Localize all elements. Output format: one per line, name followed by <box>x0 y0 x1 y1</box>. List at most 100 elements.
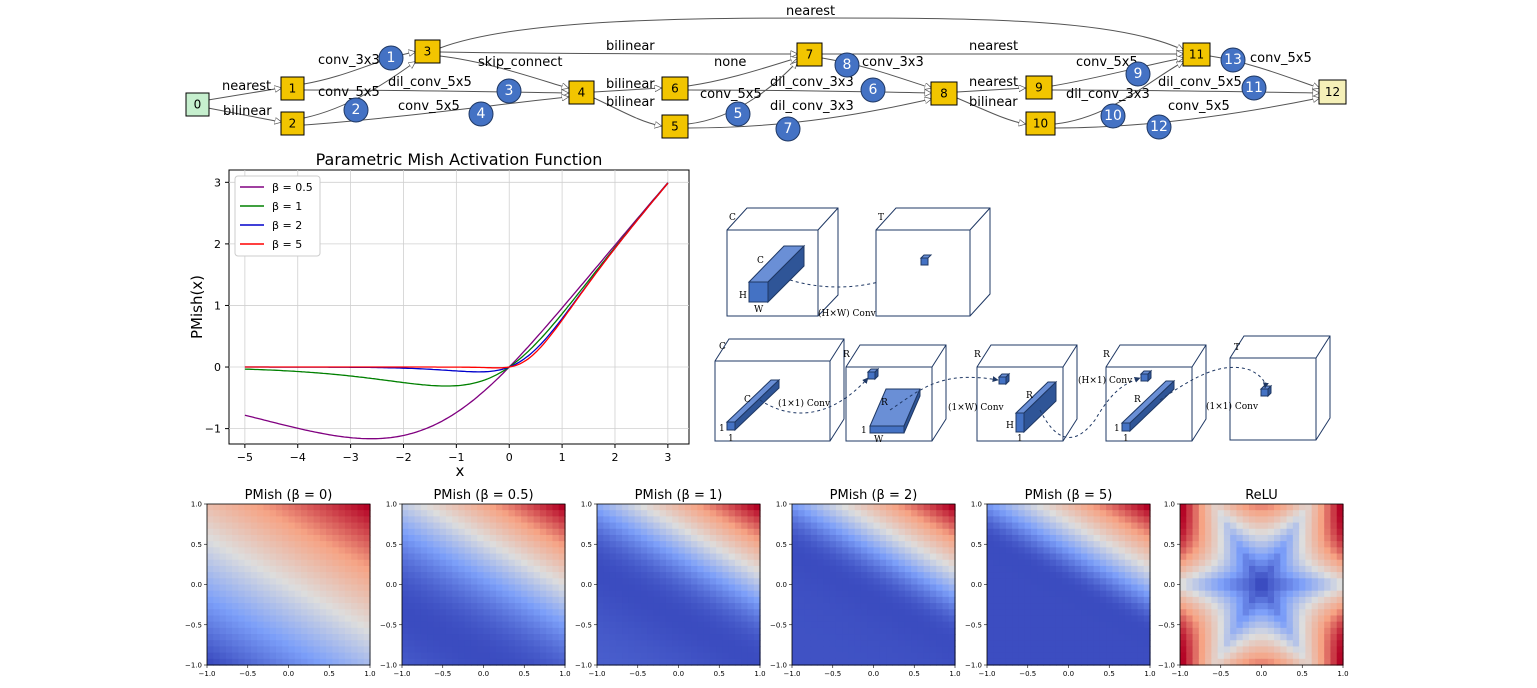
heatmap-cell <box>527 510 535 517</box>
heatmap-cell <box>1255 615 1263 623</box>
heatmap-cell <box>250 534 258 542</box>
heatmap-cell <box>835 627 843 635</box>
heatmap-cell <box>609 596 617 604</box>
heatmap-cell <box>886 504 893 511</box>
x-tick-label: 1.0 <box>754 670 765 678</box>
heatmap-cell <box>433 646 441 654</box>
heatmap-cell <box>653 547 661 555</box>
heatmap-cell <box>647 621 655 629</box>
heatmap-cell <box>1236 652 1244 660</box>
heatmap-cell <box>948 565 956 573</box>
heatmap-cell <box>307 547 315 555</box>
heatmap-cell <box>665 547 673 555</box>
heatmap-cell <box>999 516 1007 524</box>
heatmap-cell <box>1336 590 1344 598</box>
heatmap-cell <box>741 603 749 610</box>
heatmap-cell <box>942 547 950 555</box>
heatmap-cell <box>948 516 956 524</box>
heatmap-cell <box>433 640 441 648</box>
heatmap-cell <box>225 528 233 536</box>
heatmap-cell <box>597 559 604 567</box>
heatmap-cell <box>1186 584 1194 592</box>
heatmap-cell <box>747 559 755 567</box>
heatmap-cell <box>1055 522 1063 530</box>
heatmap-cell <box>244 578 252 586</box>
heatmap-cell <box>860 621 868 629</box>
block-label: 1 <box>1123 434 1129 444</box>
heatmap-cell <box>1280 627 1288 635</box>
heatmap-cell <box>427 504 434 511</box>
heatmap-cell <box>634 603 642 610</box>
heatmap-cell <box>508 584 516 592</box>
heatmap-cell <box>363 609 371 617</box>
heatmap-cell <box>917 572 925 579</box>
heatmap-cell <box>634 646 642 654</box>
heatmap-cell <box>338 559 346 567</box>
heatmap-cell <box>1012 534 1019 542</box>
heatmap-cell <box>307 541 315 548</box>
heatmap-cell <box>257 584 265 592</box>
heatmap-cell <box>319 584 327 592</box>
heatmap-cell <box>477 596 485 604</box>
heatmap-cell <box>533 559 541 567</box>
heatmap-cell <box>1049 559 1057 567</box>
heatmap-cell <box>1211 640 1219 648</box>
heatmap-cell <box>753 516 761 524</box>
heatmap-cell <box>1068 584 1076 592</box>
heatmap-cell <box>741 627 749 635</box>
heatmap-cell <box>420 572 428 579</box>
heatmap-cell <box>552 652 560 660</box>
heatmap-cell <box>1099 590 1107 598</box>
heatmap-cell <box>1081 609 1088 617</box>
heatmap-cell <box>1205 621 1212 629</box>
heatmap-cell <box>351 534 359 542</box>
heatmap-cell <box>1236 609 1244 617</box>
heatmap-cell <box>1055 578 1063 586</box>
heatmap-cell <box>1255 640 1263 648</box>
heatmap-cell <box>1274 596 1281 604</box>
x-tick-label: −4 <box>290 451 306 464</box>
heatmap-cell <box>911 504 918 511</box>
heatmap-cell <box>1131 658 1139 666</box>
heatmap-cell <box>502 590 510 598</box>
heatmap-cell <box>634 658 642 666</box>
heatmap-cell <box>275 627 283 635</box>
heatmap-cell <box>483 534 491 542</box>
heatmap-cell <box>1081 584 1088 592</box>
heatmap-cell <box>798 621 806 629</box>
heatmap-cell <box>1024 615 1032 623</box>
heatmap-cell <box>1311 621 1319 629</box>
heatmap-cell <box>1267 553 1275 561</box>
heatmap-cell <box>1280 652 1288 660</box>
heatmap-cell <box>722 640 730 648</box>
heatmap-cell <box>1024 565 1032 573</box>
heatmap-cell <box>1217 627 1225 635</box>
heatmap-cell <box>269 658 277 666</box>
heatmap-cell <box>716 640 723 648</box>
heatmap-cell <box>936 510 944 517</box>
heatmap-cell <box>1012 652 1019 660</box>
heatmap-cell <box>798 658 806 666</box>
heatmap-cell <box>1286 634 1294 641</box>
heatmap-cell <box>1118 615 1126 623</box>
heatmap-cell <box>653 646 661 654</box>
heatmap-cell <box>301 634 308 641</box>
heatmap-cell <box>1180 565 1187 573</box>
heatmap-cell <box>433 510 441 517</box>
heatmap-cell <box>445 510 453 517</box>
heatmap-cell <box>810 590 818 598</box>
heatmap-cell <box>1106 627 1113 635</box>
heatmap-cell <box>1311 615 1319 623</box>
heatmap-cell <box>527 584 535 592</box>
heatmap-cell <box>1261 596 1269 604</box>
heatmap-cell <box>294 516 302 524</box>
heatmap-cell <box>1336 646 1344 654</box>
heatmap-cell <box>1099 528 1107 536</box>
heatmap-cell <box>1037 553 1045 561</box>
heatmap-cell <box>603 572 611 579</box>
heatmap-cell <box>1192 559 1200 567</box>
heatmap-cell <box>1180 516 1187 524</box>
heatmap-cell <box>879 572 887 579</box>
heatmap-cell <box>427 553 434 561</box>
heatmap-cell <box>860 565 868 573</box>
